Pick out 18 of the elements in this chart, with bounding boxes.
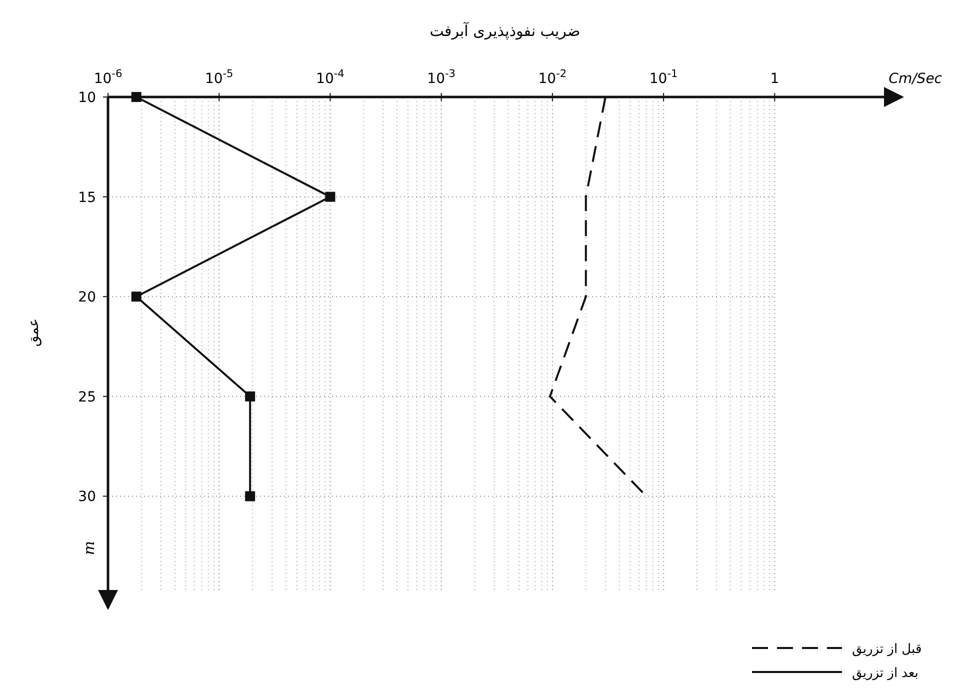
y-tick-label: 20 xyxy=(78,290,96,306)
text: بعد از تزریق xyxy=(852,666,918,681)
x-tick-label: 10$^{-2}$ xyxy=(538,68,567,87)
y-tick-label: 15 xyxy=(78,190,96,206)
chart-title: ضریب نفوذپذیری آبرفت xyxy=(430,21,580,40)
text: قبل از تزریق xyxy=(852,642,922,657)
text: m xyxy=(80,540,98,556)
x-axis-title: Cm/Sec xyxy=(888,71,942,87)
y-tick-label: 25 xyxy=(78,389,96,406)
x-tick-label: 10$^{-3}$ xyxy=(427,68,456,87)
x-tick-label: 10$^{-1}$ xyxy=(649,68,678,87)
y-tick-label: 30 xyxy=(78,489,96,506)
x-tick-label: 10$^{-5}$ xyxy=(204,68,234,87)
x-tick-label: 10$^{-4}$ xyxy=(316,68,345,87)
x-tick-label: 1 xyxy=(770,71,780,87)
x-tick-label: 10$^{-6}$ xyxy=(94,68,122,87)
y-axis-title: عمق xyxy=(26,318,42,347)
y-tick-label: 10 xyxy=(78,90,96,106)
